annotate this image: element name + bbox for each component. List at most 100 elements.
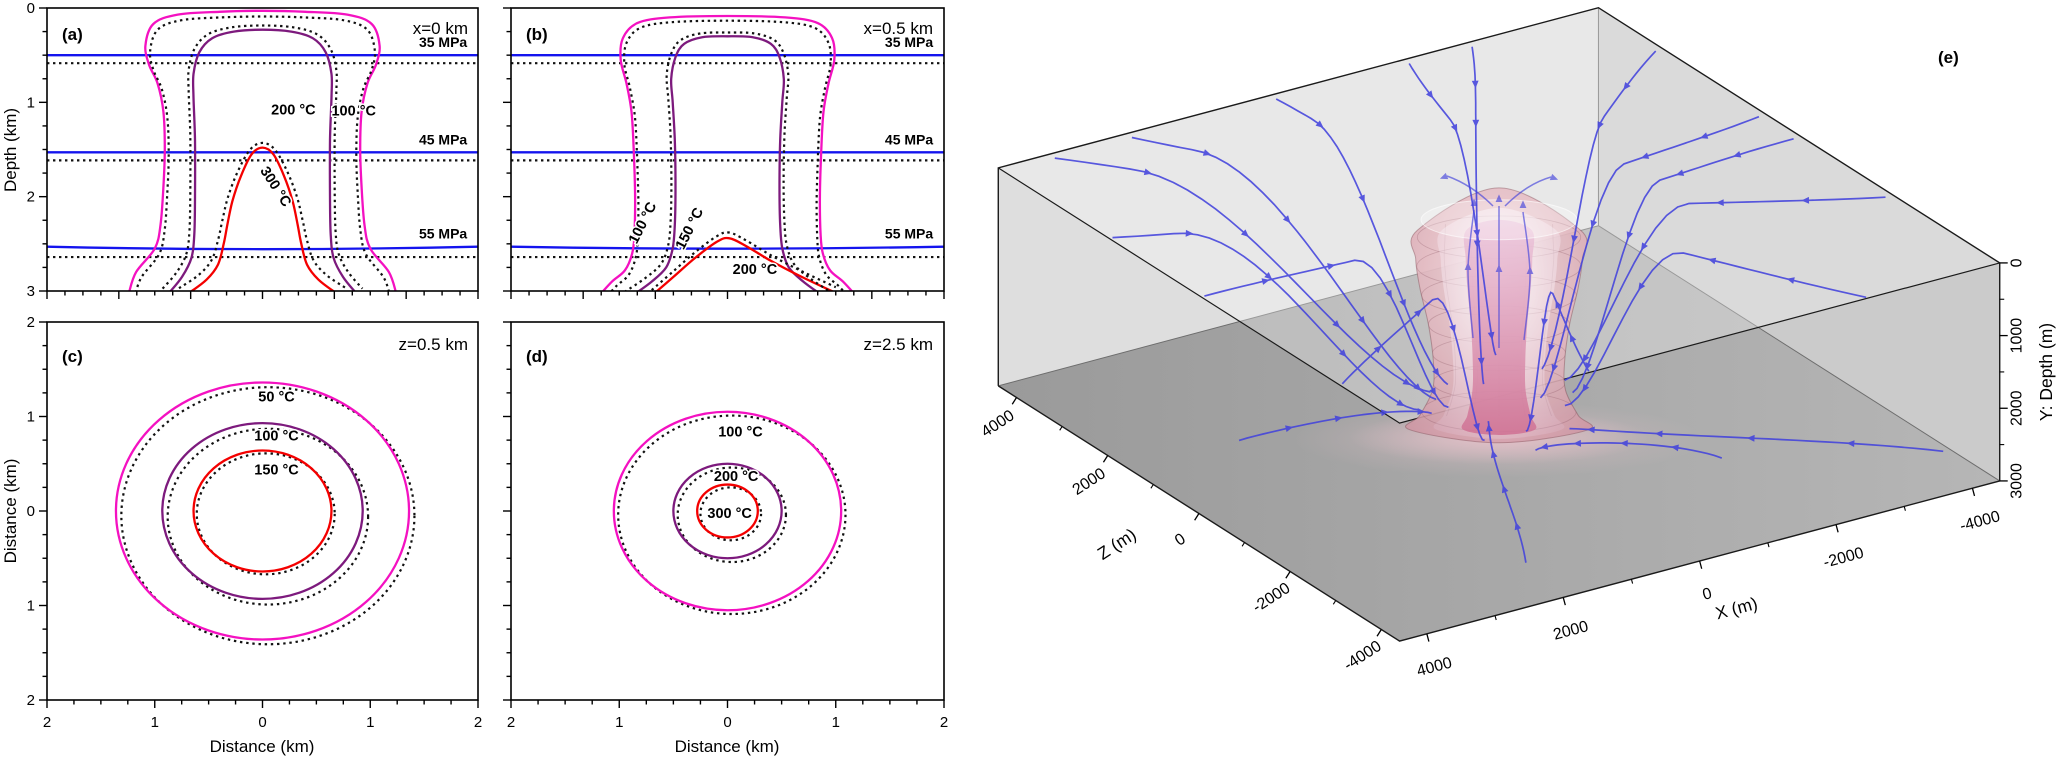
3d-tick-label: 3000 [2009,463,2026,499]
pressure-line [47,245,478,251]
panel-b-title: x=0.5 km [864,19,933,38]
flow-arrow [1541,318,1548,327]
distance-y-axis-label: Distance (km) [1,459,20,564]
panel-a-letter: (a) [62,25,83,44]
flow-arrow [1413,383,1422,391]
x-tick-label: 0 [258,714,266,731]
isotherm-circle-dotted [120,386,416,646]
flow-arrow [1514,522,1522,531]
x-tick-label: 2 [507,714,515,731]
flow-arrow [1640,152,1650,159]
panel-d-letter: (d) [526,347,548,366]
flow-arrow [1358,315,1366,325]
pressure-label: 45 MPa [419,131,467,147]
box-wall-back-left [998,7,1599,386]
streamline [1204,259,1449,409]
streamline [1564,196,1886,382]
flow-arrow [1402,378,1411,386]
streamline [1535,442,1723,459]
pressure-label: 35 MPa [885,34,933,50]
flow-arrow [1501,484,1509,494]
y-tick-label: 1 [27,598,35,615]
panel-d-title: z=2.5 km [864,335,933,354]
isotherm-label: 200 °C [271,103,316,119]
isotherm-label: 200 °C [714,469,759,485]
streamline [1564,252,1867,407]
3d-tick-label: 0 [1172,530,1189,549]
flow-arrow [1490,450,1498,459]
flow-arrow [1528,414,1535,423]
flow-arrow [1439,172,1449,180]
isotherm-circle-200°C [672,462,783,560]
isotherm-circle-100°C [161,421,364,601]
pressure-label: 55 MPa [885,226,933,242]
flow-arrow [1202,149,1212,156]
3d-tick-label: -4000 [1341,638,1385,675]
3d-tick-label: 0 [1701,585,1714,604]
flow-arrow [1334,415,1343,423]
isotherm-300°C [189,146,336,291]
panel-e-letter: (e) [1938,48,1959,67]
pressure-label: 35 MPa [419,34,467,50]
isotherm-200°C [655,236,835,291]
flow-arrow [1670,444,1679,452]
flow-arrow [1846,440,1855,447]
isotherm-label: 100 °C [718,425,763,441]
isotherm-100°C [601,14,854,291]
streamline [1525,291,1590,432]
box-interior-edge [1598,225,2000,482]
y-tick-label: 2 [27,314,35,331]
flow-arrow [1570,334,1577,343]
flow-arrow [1240,229,1249,237]
flow-arrow [1582,383,1590,393]
streamline [1341,297,1485,442]
streamline [1054,157,1431,393]
tick-marks [39,321,47,701]
isotherm-circle-dotted [166,427,370,606]
flow-arrow [1432,367,1440,377]
flow-arrow [1143,168,1152,176]
flow-arrow [1620,440,1628,447]
flow-arrow [1638,282,1646,291]
flow-arrow [1282,215,1291,224]
y-tick-label: 0 [27,503,35,520]
flow-arrow [1285,425,1294,433]
flow-arrow [1526,266,1534,274]
isotherm-circle-100°C [612,410,843,612]
streamline [1572,137,1794,394]
flow-arrow [1590,219,1598,229]
x-tick-label: 1 [615,714,623,731]
isotherm-label: 100 °C [254,428,299,444]
isotherm-circle-300°C [696,483,759,539]
tick-marks [510,291,945,299]
flow-arrow [1332,320,1341,328]
flow-arrow [1519,200,1527,208]
flow-arrow [1582,354,1590,363]
flow-arrow [1315,120,1324,128]
flow-arrow [1597,121,1604,130]
flow-arrow [1549,173,1559,181]
isotherm-dotted [178,141,347,290]
flow-arrow [1640,242,1648,251]
streamline [1275,98,1449,386]
3d-tick-label: -4000 [1958,508,2002,535]
flow-arrow [1385,289,1392,299]
flow-arrow [1555,300,1562,309]
panel-border [46,321,479,701]
pressure-line [511,245,944,250]
streamlines [1054,46,1944,563]
upwelling-streamlines [1439,172,1559,348]
z-3d-axis-label: Z (m) [1094,524,1140,564]
distance-x-axis-label-c: Distance (km) [210,737,315,756]
x-tick-label: 0 [723,714,731,731]
isotherm-label: 100 °C [626,199,661,246]
isotherm-label: 100 °C [331,104,376,120]
y-tick-label: 1 [27,409,35,426]
plot-area [511,14,944,291]
3d-tick-label: 2000 [1551,618,1590,644]
y-tick-label: 2 [27,692,35,709]
